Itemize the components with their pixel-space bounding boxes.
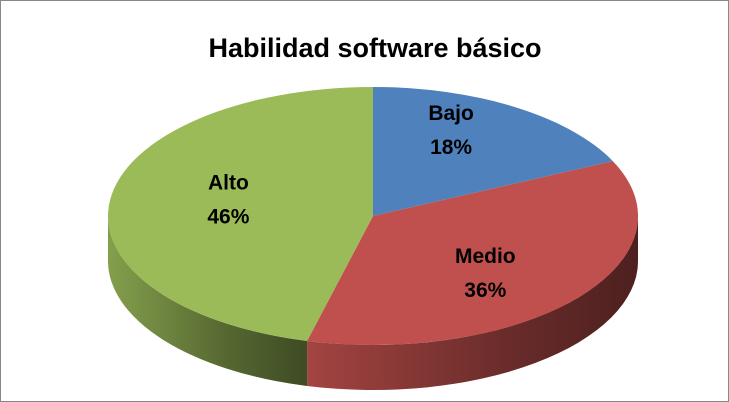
slice-label: Bajo — [428, 102, 474, 125]
slice-label: Medio — [455, 245, 516, 268]
pie-slice — [108, 87, 373, 341]
slice-value-label: 46% — [207, 205, 249, 228]
slice-label: Alto — [208, 171, 249, 194]
pie-slice — [373, 87, 613, 216]
chart-title: Habilidad software básico — [208, 33, 541, 63]
slice-value-label: 36% — [464, 279, 506, 302]
pie-side-shade — [307, 216, 638, 390]
pie-side-shade — [108, 216, 308, 386]
pie-slice — [307, 161, 638, 345]
slice-value-label: 18% — [430, 136, 472, 159]
